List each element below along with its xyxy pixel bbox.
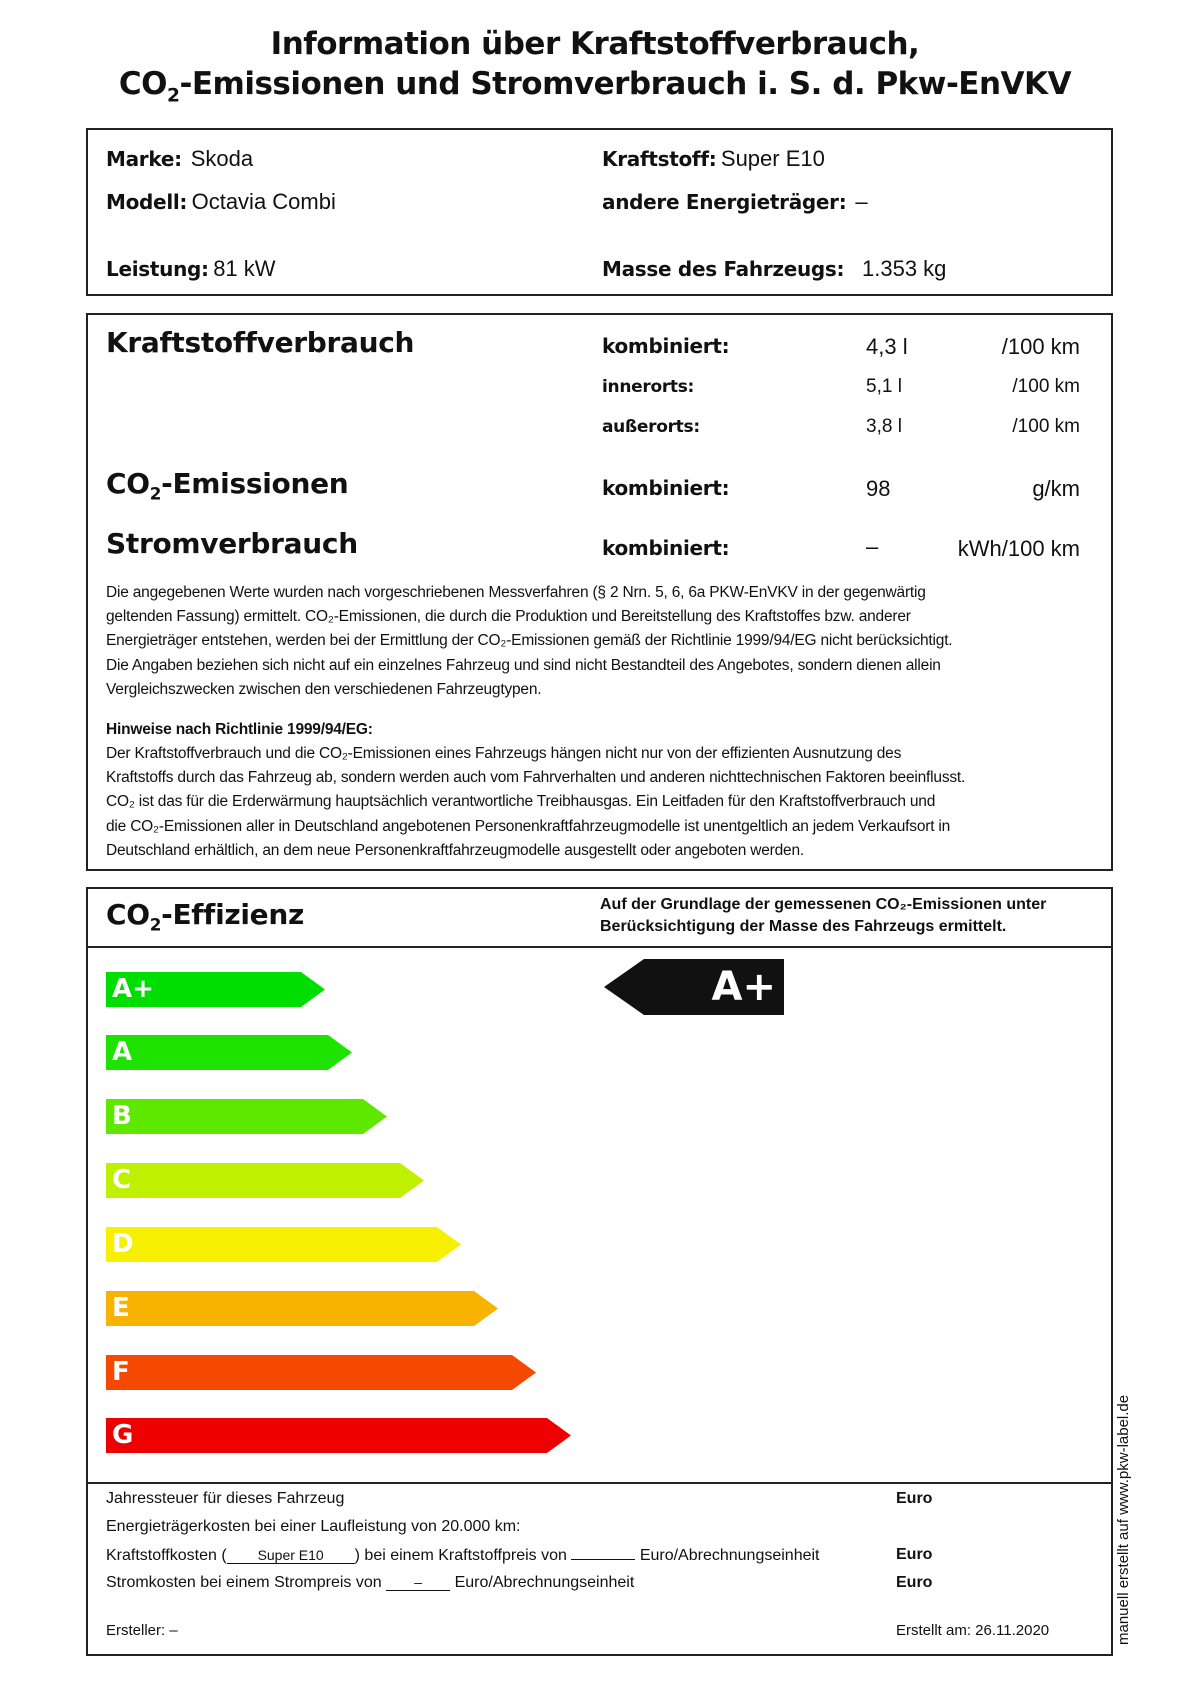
heading-rest: -Effizienz <box>161 898 304 931</box>
euro-label: Euro <box>896 1490 933 1507</box>
modell-row: Modell: Octavia Combi <box>106 189 336 215</box>
strom-price-field: – <box>386 1574 451 1591</box>
erstellt-date: Erstellt am: 26.11.2020 <box>896 1622 1050 1639</box>
co2-effizienz-heading: CO2-Effizienz <box>106 898 304 935</box>
subscript: 2 <box>149 483 162 504</box>
efficiency-note: Auf der Grundlage der gemessenen CO₂-Emi… <box>600 894 1046 938</box>
ausserorts-value: 3,8 l <box>866 416 902 437</box>
efficiency-box <box>86 887 1113 1656</box>
andere-value: – <box>855 189 868 214</box>
title-rest: -Emissionen und Stromverbrauch i. S. d. … <box>179 66 1072 102</box>
note-line: Vergleichszwecken zwischen den verschied… <box>106 680 542 698</box>
ausserorts-label: außerorts: <box>602 417 700 437</box>
innerorts-unit: /100 km <box>1012 376 1080 397</box>
consumption-box <box>86 313 1113 871</box>
note-line: Die angegebenen Werte wurden nach vorges… <box>106 584 926 601</box>
masse-row: Masse des Fahrzeugs: 1.353 kg <box>602 256 946 282</box>
modell-value: Octavia Combi <box>191 189 336 214</box>
divider <box>86 1482 1113 1484</box>
andere-label: andere Energieträger: <box>602 190 847 214</box>
efficiency-bar-d: D <box>106 1227 461 1262</box>
kombiniert-value: 4,3 l <box>866 334 908 359</box>
energie-label: Energieträgerkosten bei einer Laufleistu… <box>106 1518 521 1535</box>
note-line: CO₂ ist das für die Erderwärmung hauptsä… <box>106 793 936 811</box>
hinweis-heading: Hinweise nach Richtlinie 1999/94/EG: <box>106 721 373 738</box>
rating-label: A+ <box>711 964 776 1010</box>
kombiniert-unit: /100 km <box>1001 334 1080 359</box>
note-line: Die Angaben beziehen sich nicht auf ein … <box>106 656 941 674</box>
strom-value: – <box>866 534 879 559</box>
rating-indicator: A+ <box>604 959 784 1015</box>
efficiency-bar-aplus: A+ <box>106 972 325 1007</box>
efficiency-bar-e: E <box>106 1291 498 1326</box>
subscript: 2 <box>149 914 162 935</box>
euro-label: Euro <box>896 1574 933 1591</box>
note-line: geltenden Fassung) ermittelt. CO₂-Emissi… <box>106 608 911 626</box>
stromverbrauch-heading: Stromverbrauch <box>106 527 358 560</box>
fuel-price-field <box>571 1546 636 1560</box>
leistung-row: Leistung: 81 kW <box>106 256 276 282</box>
marke-label: Marke: <box>106 147 182 171</box>
note-line: die CO₂-Emissionen aller in Deutschland … <box>106 817 951 835</box>
note-line: Der Kraftstoffverbrauch und die CO₂-Emis… <box>106 745 902 762</box>
vehicle-info-box <box>86 128 1113 296</box>
kraftstoffverbrauch-heading: Kraftstoffverbrauch <box>106 326 415 359</box>
notes-paragraph-1: Die angegebenen Werte wurden nach vorges… <box>106 581 1111 702</box>
marke-row: Marke: Skoda <box>106 146 253 172</box>
co2-value: 98 <box>866 476 891 501</box>
fuel-field: Super E10 <box>226 1547 355 1564</box>
notes-paragraph-2: Der Kraftstoffverbrauch und die CO₂-Emis… <box>106 742 1111 863</box>
marke-value: Skoda <box>190 146 254 171</box>
strom-kombiniert-label: kombiniert: <box>602 536 730 560</box>
text: Stromkosten bei einem Strompreis von <box>106 1574 382 1591</box>
note-line: Auf der Grundlage der gemessenen CO₂-Emi… <box>600 896 1047 913</box>
modell-label: Modell: <box>106 190 188 214</box>
innerorts-label: innerorts: <box>602 377 695 397</box>
efficiency-bar-a: A <box>106 1035 352 1070</box>
kraftstoff-row: Kraftstoff: Super E10 <box>602 146 825 172</box>
ersteller: Ersteller: – <box>106 1622 178 1639</box>
efficiency-bar-g: G <box>106 1418 571 1453</box>
co2-text: CO <box>118 66 168 102</box>
text: Kraftstoffkosten ( <box>106 1547 227 1564</box>
co2-text: CO <box>106 467 150 500</box>
text: Euro/Abrechnungseinheit <box>454 1574 635 1591</box>
note-line: Deutschland erhältlich, an dem neue Pers… <box>106 841 804 859</box>
ausserorts-unit: /100 km <box>1012 416 1080 437</box>
co2-unit: g/km <box>1032 476 1080 501</box>
text: Euro/Abrechnungseinheit <box>639 1547 820 1564</box>
efficiency-bar-c: C <box>106 1163 424 1198</box>
kraftstoff-label: Kraftstoff: <box>602 147 717 171</box>
efficiency-bar-b: B <box>106 1099 387 1134</box>
rating-arrow-shape <box>604 959 784 1015</box>
subscript: 2 <box>167 85 180 107</box>
efficiency-bar-f: F <box>106 1355 536 1390</box>
jahressteuer-label: Jahressteuer für dieses Fahrzeug <box>106 1490 345 1507</box>
innerorts-value: 5,1 l <box>866 376 902 397</box>
co2-emissionen-heading: CO2-Emissionen <box>106 467 349 504</box>
text: ) bei einem Kraftstoffpreis von <box>354 1547 567 1564</box>
stromkosten-row: Stromkosten bei einem Strompreis von – E… <box>106 1574 634 1592</box>
kombiniert-label: kombiniert: <box>602 334 730 358</box>
euro-label: Euro <box>896 1546 933 1563</box>
co2-text: CO <box>106 898 150 931</box>
divider <box>86 946 1113 948</box>
side-note: manuell erstellt auf www.pkw-label.de <box>1115 1394 1132 1645</box>
note-line: Energieträger entstehen, werden bei der … <box>106 632 953 650</box>
andere-row: andere Energieträger: – <box>602 189 868 215</box>
title-line-1: Information über Kraftstoffverbrauch, <box>270 26 920 62</box>
strom-unit: kWh/100 km <box>957 536 1080 561</box>
heading-rest: -Emissionen <box>161 467 349 500</box>
kraftstoffkosten-row: Kraftstoffkosten (Super E10) bei einem K… <box>106 1546 820 1565</box>
leistung-value: 81 kW <box>213 256 276 281</box>
leistung-label: Leistung: <box>106 257 209 281</box>
note-line: Kraftstoffs durch das Fahrzeug ab, sonde… <box>106 769 966 787</box>
co2-kombiniert-label: kombiniert: <box>602 476 730 500</box>
title-line-2: CO2-Emissionen und Stromverbrauch i. S. … <box>0 66 1190 106</box>
masse-value: 1.353 kg <box>862 256 947 281</box>
masse-label: Masse des Fahrzeugs: <box>602 257 845 281</box>
note-line: Berücksichtigung der Masse des Fahrzeugs… <box>600 918 1007 935</box>
kraftstoff-value: Super E10 <box>720 146 825 171</box>
